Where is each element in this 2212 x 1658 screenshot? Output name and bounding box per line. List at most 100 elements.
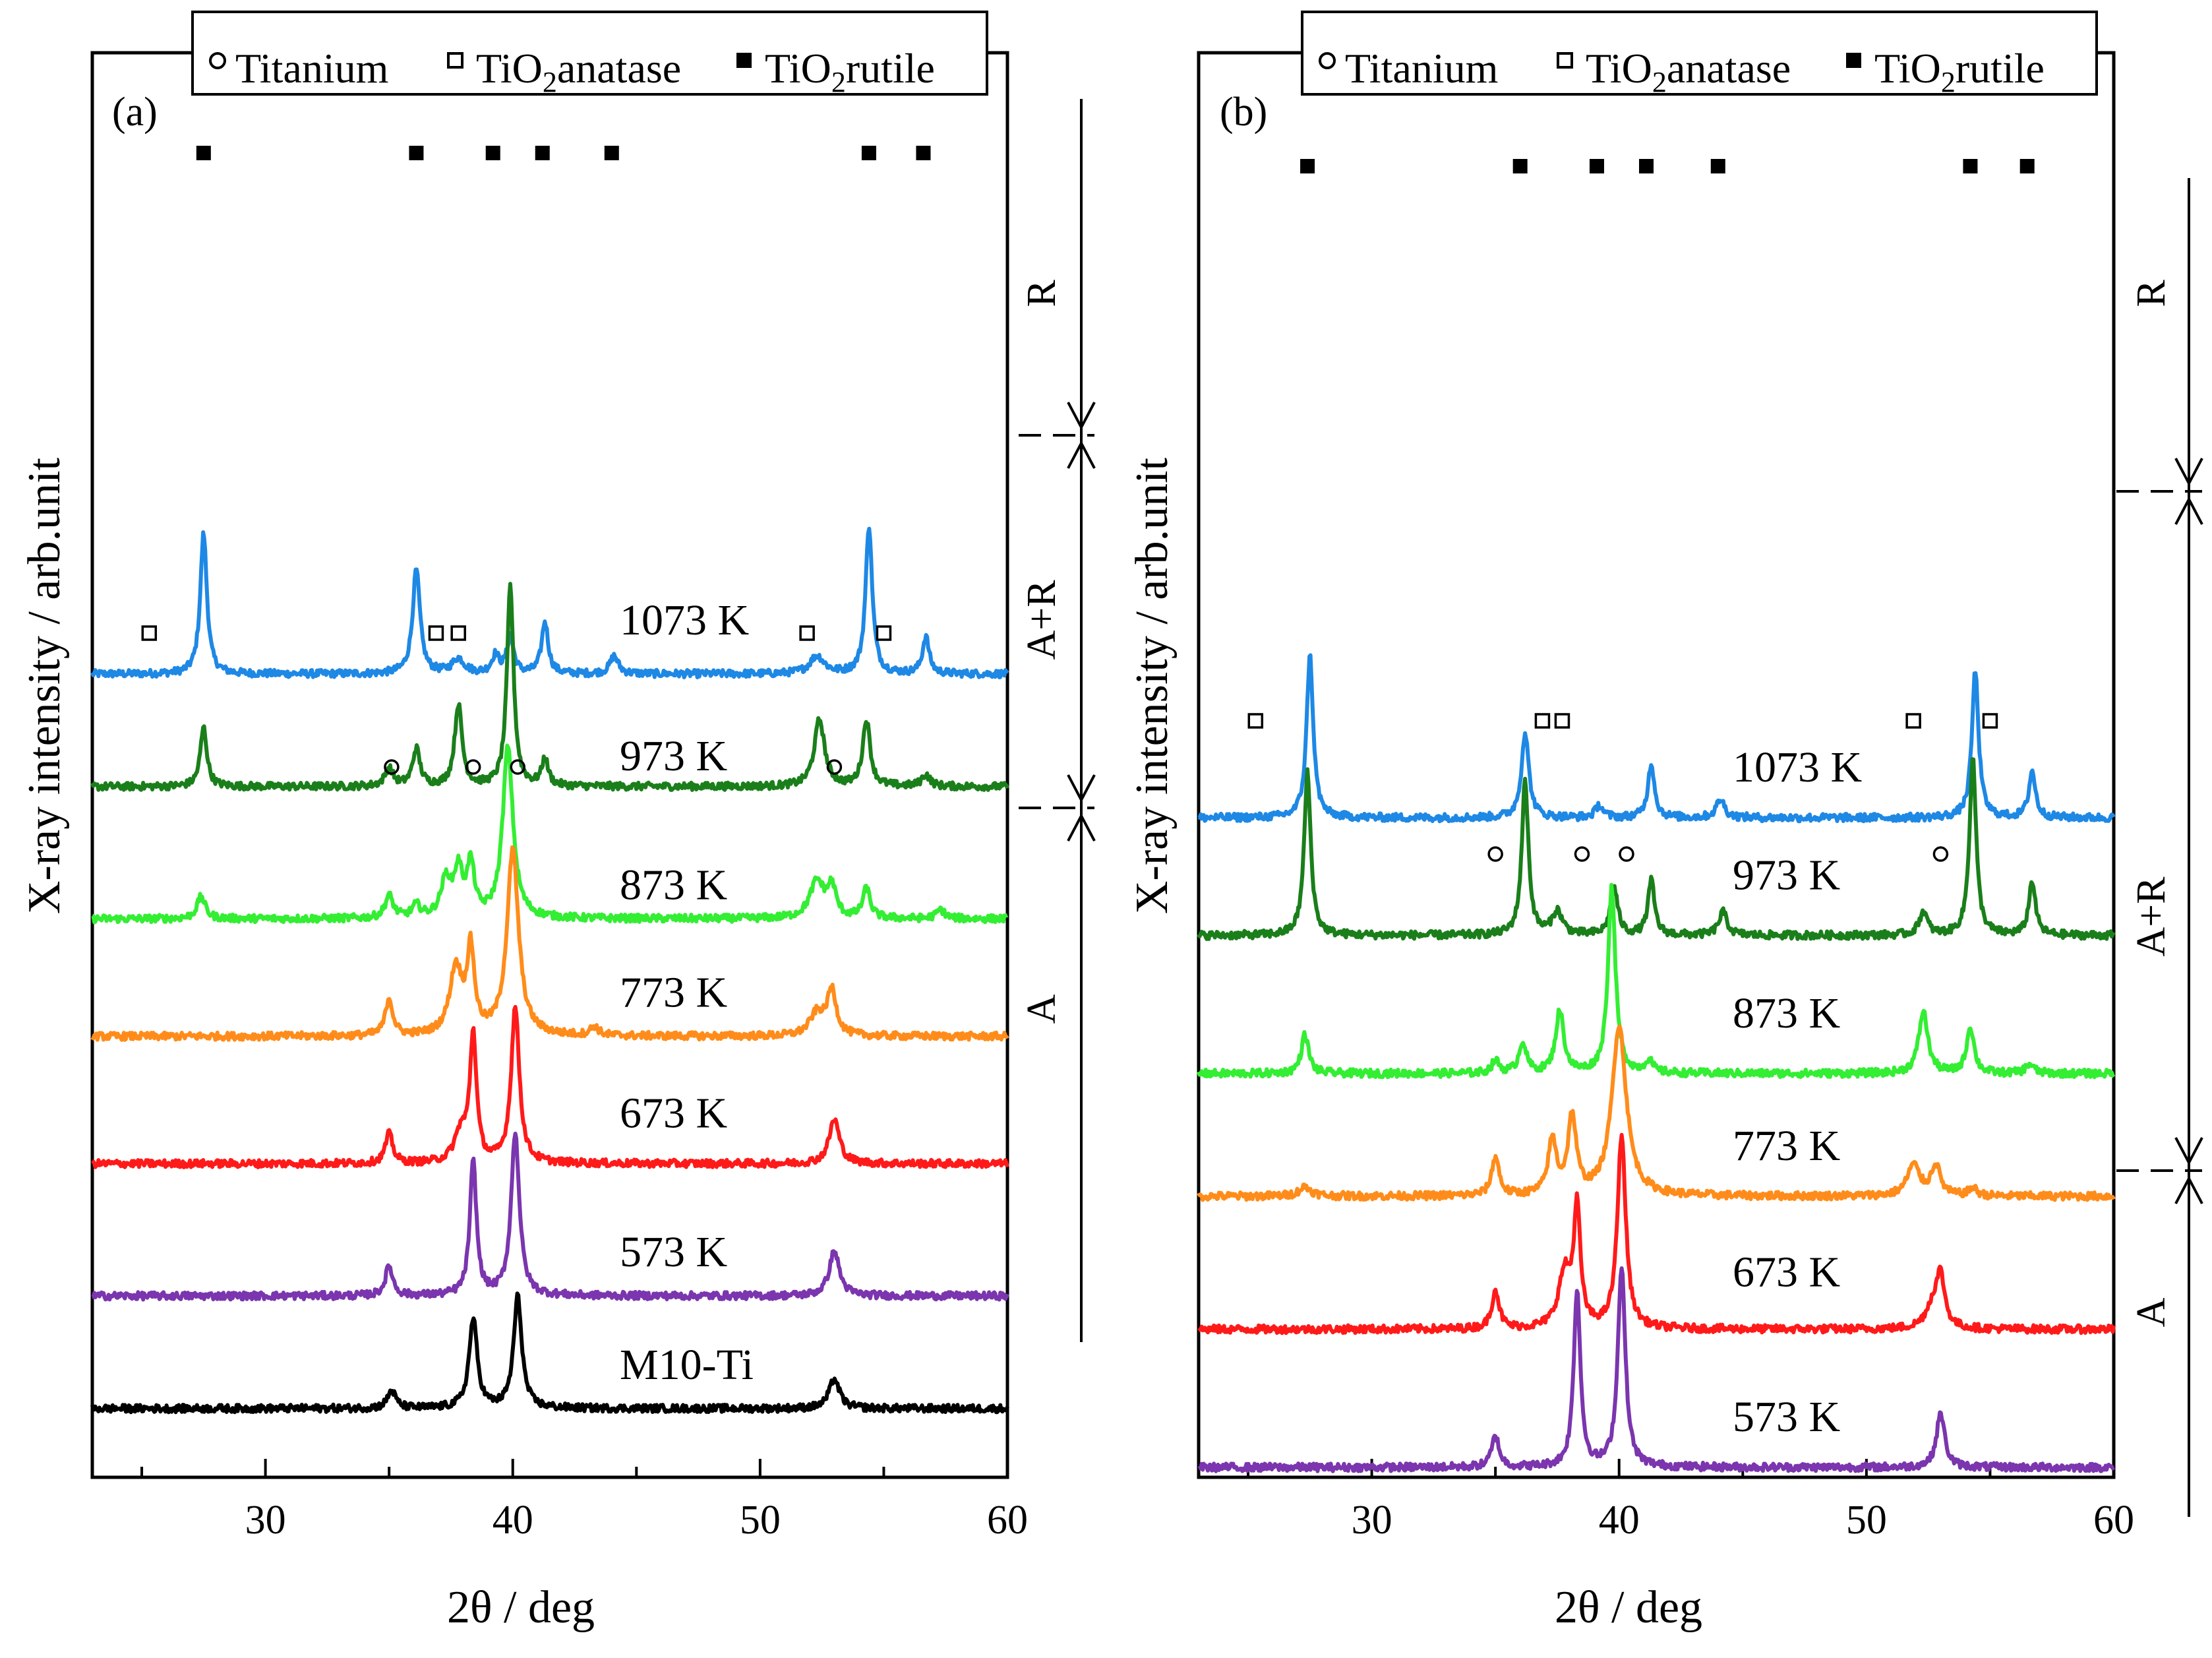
phase-arrow-b-1 <box>2174 458 2203 487</box>
phase-label-a-r: R <box>1019 280 1064 307</box>
x-ticks-b: 30 40 50 60 <box>1247 1459 2134 1543</box>
legend-rutile-suffix: rutile <box>1956 45 2045 92</box>
svg-text:TiO2rutile: TiO2rutile <box>1874 45 2045 98</box>
anatase-marker-b-3 <box>1905 713 1921 729</box>
legend-anatase-sub: 2 <box>1652 66 1667 98</box>
x-tick-label-b-50: 50 <box>1846 1498 1887 1543</box>
series-line-b-873-k <box>1197 882 2116 1080</box>
rutile-marker-b-1 <box>1512 159 1528 173</box>
anatase-marker-a-2 <box>450 625 466 641</box>
x-tick-label-b-60: 60 <box>2093 1498 2134 1543</box>
series-line-b-1073-k <box>1197 653 2116 824</box>
titanium-marker-a-2 <box>510 759 525 775</box>
series-label-a-773-k: 773 K <box>620 968 727 1016</box>
rutile-marker-b-5 <box>1963 159 1978 173</box>
phase-label-a-ar: A+R <box>1019 580 1064 660</box>
series-label-a-873-k: 873 K <box>620 861 727 909</box>
anatase-marker-b-2 <box>1554 713 1570 729</box>
phase-arrow-a-2 <box>1067 440 1096 469</box>
anatase-marker-a-5 <box>876 625 892 641</box>
panel-a: X-ray intensity / arb.unit 2θ / deg (a) … <box>19 11 1096 1633</box>
anatase-marker-b-1 <box>1534 713 1551 729</box>
anatase-marker-a-0 <box>141 625 158 641</box>
anatase-marker-b-0 <box>1247 713 1264 729</box>
phase-label-b-ar: A+R <box>2129 876 2174 957</box>
legend-rutile-sub: 2 <box>831 66 846 98</box>
rutile-marker-b-2 <box>1589 159 1604 173</box>
series-label-b-673-k: 673 K <box>1733 1248 1840 1297</box>
svg-text:TiO2anatase: TiO2anatase <box>476 45 681 98</box>
legend-box-a <box>191 11 988 96</box>
phase-arrow-b-3 <box>2174 1137 2203 1166</box>
legend-anatase-prefix: TiO <box>1586 45 1652 92</box>
series-label-b-573-k: 573 K <box>1733 1393 1840 1441</box>
legend-rutile-icon <box>736 53 752 68</box>
svg-text:TiO2rutile: TiO2rutile <box>765 45 935 98</box>
rutile-marker-a-1 <box>409 146 424 160</box>
series-label-a-1073-k: 1073 K <box>620 596 749 644</box>
phase-label-b-r: R <box>2129 280 2174 307</box>
phase-arrow-b-2 <box>2174 496 2203 525</box>
x-tick-label-b-40: 40 <box>1599 1498 1640 1543</box>
phase-arrow-a-3 <box>1067 774 1096 803</box>
phase-label-a-a: A <box>1019 994 1064 1024</box>
legend-anatase-icon <box>1557 52 1573 69</box>
x-tick-label-b-30: 30 <box>1352 1498 1392 1543</box>
series-label-b-773-k: 773 K <box>1733 1122 1840 1170</box>
series-line-a-773-k <box>90 845 1009 1042</box>
legend-a: Titanium TiO2anatase TiO2rutile <box>191 11 988 98</box>
titanium-marker-a-3 <box>826 759 843 775</box>
legend-rutile-prefix: TiO <box>765 45 831 92</box>
x-tick-label-a-40: 40 <box>493 1498 533 1543</box>
svg-text:TiO2anatase: TiO2anatase <box>1586 45 1791 98</box>
series-line-a-1073-k <box>90 526 1009 679</box>
rutile-marker-b-4 <box>1710 159 1725 173</box>
series-label-b-873-k: 873 K <box>1733 989 1840 1037</box>
y-axis-label-b: X-ray intensity / arb.unit <box>1127 457 1178 914</box>
legend-anatase-suffix: anatase <box>557 45 681 92</box>
series-group-b: 1073 K 973 K 873 K 773 K 673 K 573 K <box>1197 653 2116 1473</box>
rutile-marker-a-2 <box>485 146 500 160</box>
x-tick-label-a-60: 60 <box>987 1498 1028 1543</box>
phase-arrow-a-4 <box>1067 813 1096 842</box>
x-tick-label-a-50: 50 <box>740 1498 781 1543</box>
phase-bar-b: R A+R A <box>2116 178 2203 1517</box>
series-label-b-973-k: 973 K <box>1733 851 1840 899</box>
legend-anatase-sub: 2 <box>543 66 557 98</box>
legend-rutile-suffix: rutile <box>846 45 935 92</box>
titanium-marker-b-1 <box>1574 846 1590 862</box>
phase-markers-b <box>1247 159 2035 862</box>
rutile-marker-b-3 <box>1638 159 1654 173</box>
series-line-b-673-k <box>1197 1132 2116 1336</box>
series-label-a-573-k: 573 K <box>620 1228 727 1276</box>
series-line-a-573-k <box>91 1131 1009 1302</box>
x-axis-label-a: 2θ / deg <box>447 1582 595 1633</box>
legend-titanium-label: Titanium <box>235 45 388 92</box>
phase-label-b-a: A <box>2129 1297 2174 1327</box>
titanium-marker-b-3 <box>1932 846 1949 862</box>
series-label-b-1073-k: 1073 K <box>1733 743 1862 791</box>
phase-arrow-a-1 <box>1067 402 1096 431</box>
panel-b: X-ray intensity / arb.unit 2θ / deg (b) … <box>1127 11 2203 1633</box>
legend-titanium-icon <box>209 52 226 69</box>
anatase-marker-a-1 <box>428 625 444 641</box>
titanium-marker-a-0 <box>384 759 400 775</box>
rutile-marker-a-4 <box>604 146 619 160</box>
rutile-marker-a-3 <box>535 146 550 160</box>
series-line-a-m10-ti <box>90 1291 1009 1415</box>
x-ticks-a: 30 40 50 60 <box>140 1459 1028 1543</box>
rutile-marker-a-5 <box>861 146 876 160</box>
legend-titanium-icon <box>1319 52 1336 69</box>
legend-box-b <box>1301 11 2098 96</box>
titanium-marker-b-0 <box>1487 846 1503 862</box>
y-axis-label-a: X-ray intensity / arb.unit <box>19 457 70 914</box>
legend-b: Titanium TiO2anatase TiO2rutile <box>1301 11 2098 98</box>
anatase-marker-b-4 <box>1982 713 1998 729</box>
series-line-b-773-k <box>1197 1024 2116 1202</box>
series-label-a-673-k: 673 K <box>620 1090 727 1138</box>
rutile-marker-b-6 <box>2019 159 2035 173</box>
legend-rutile-prefix: TiO <box>1874 45 1941 92</box>
rutile-marker-b-0 <box>1300 159 1315 173</box>
series-group-a: 1073 K 973 K 873 K 773 K 673 K 573 K M10-Ti <box>90 526 1009 1415</box>
